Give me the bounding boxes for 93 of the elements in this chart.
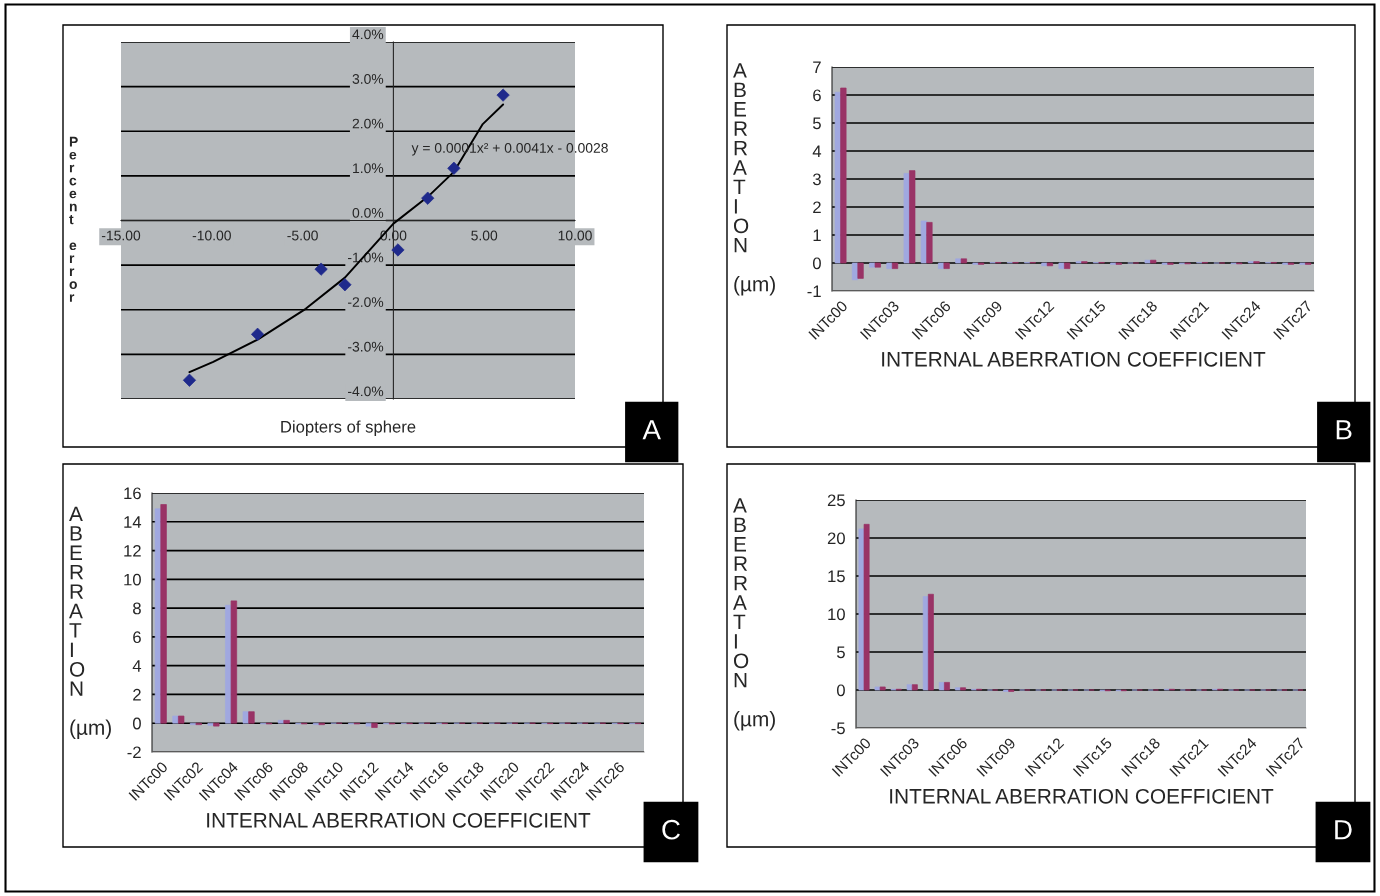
bar [834,91,841,264]
x-axis-title: Diopters of sphere [281,420,416,436]
bar [840,87,847,264]
y-tick-label: -3.0% [348,341,384,352]
x-tick-label: -15.00 [101,230,141,241]
x-tick-label: -5.00 [287,230,318,241]
bar [248,711,255,724]
bar [926,222,933,264]
bar [879,686,886,691]
y-tick-label: 1.0% [353,163,384,174]
text: A [642,420,661,440]
bar [886,262,893,269]
y-tick-label: 2 [133,688,141,701]
y-tick-label: 15 [828,570,845,583]
y-tick-label: 10 [124,573,141,586]
bar [911,684,918,691]
y-tick-label: 0.0% [352,207,384,218]
bar [943,262,950,269]
y-tick-label: -2.0% [348,297,384,307]
bar [277,719,285,724]
y-tick-label: 0 [132,717,141,730]
bar [874,686,881,691]
bar [371,722,378,728]
bar [927,593,934,691]
y-tick-label: 5 [812,117,821,130]
y-tick-label: 4 [132,660,142,672]
y-tick-label: 0 [836,684,845,697]
x-tick-label: -10.00 [192,230,231,241]
y-tick-label: 14 [124,516,142,528]
text: B [1336,420,1352,440]
y-tick-label: 5 [836,646,845,659]
bar [178,715,185,724]
bar [903,173,910,264]
text: ABERRATION (µm) [733,498,775,731]
x-tick-label: 10.00 [558,230,592,241]
bar [857,262,864,279]
y-tick-label: 16 [124,487,141,500]
y-tick-label: 0 [812,257,821,270]
bar [1046,262,1054,267]
text: C [662,819,680,840]
x-axis-title: INTERNAL ABERRATION COEFFICIENT [207,812,591,828]
bar [869,262,876,268]
bar [1058,262,1065,269]
y-tick-label: 20 [827,532,845,545]
x-axis-title: INTERNAL ABERRATION COEFFICIENT [890,788,1274,804]
y-tick-label: 3.0% [352,74,384,84]
bar [960,687,966,691]
bar [160,504,167,724]
y-tick-label: -5 [831,722,845,735]
text: ABERRATION (µm) [69,506,111,740]
y-tick-label: 10 [828,608,845,621]
text: ABERRATION (µm) [733,63,775,296]
x-tick-label: 5.00 [471,230,498,241]
y-tick-label: 4 [812,145,822,158]
y-tick-label: 3 [812,173,821,186]
bar [874,262,881,268]
y-tick-label: 7 [813,61,821,74]
bar [909,170,916,264]
bar [1144,259,1151,264]
bar [1150,259,1157,264]
y-tick-label: -4.0% [348,386,384,397]
y-tick-label: -1 [807,285,821,298]
y-tick-label: 2 [813,201,821,214]
bar [938,682,945,691]
bar [863,523,870,691]
bar [944,682,950,691]
y-tick-label: 1 [813,229,821,242]
y-tick-label: 2.0% [352,118,384,129]
y-tick-label: 25 [827,494,845,507]
y-tick-label: 6 [133,631,141,644]
y-tick-label: 4.0% [352,29,384,40]
bar [213,722,220,727]
y-tick-label: 6 [813,89,821,102]
bar [230,600,238,724]
bar [960,258,967,264]
y-tick-label: 8 [133,602,141,615]
x-axis-title: INTERNAL ABERRATION COEFFICIENT [882,351,1266,367]
bar [242,711,249,724]
bar [906,684,913,691]
bar [938,262,945,269]
text: D [1335,820,1352,840]
bar [955,258,962,264]
y-tick-label: 12 [124,544,141,557]
bar [365,722,372,727]
text: Percent error [69,136,78,302]
bar [172,715,179,724]
bar [954,687,961,691]
bar [891,262,899,269]
bar [207,722,214,726]
y-tick-label: -2 [127,746,141,759]
bar [1041,262,1048,267]
bar [283,719,290,724]
bar [1064,262,1071,269]
